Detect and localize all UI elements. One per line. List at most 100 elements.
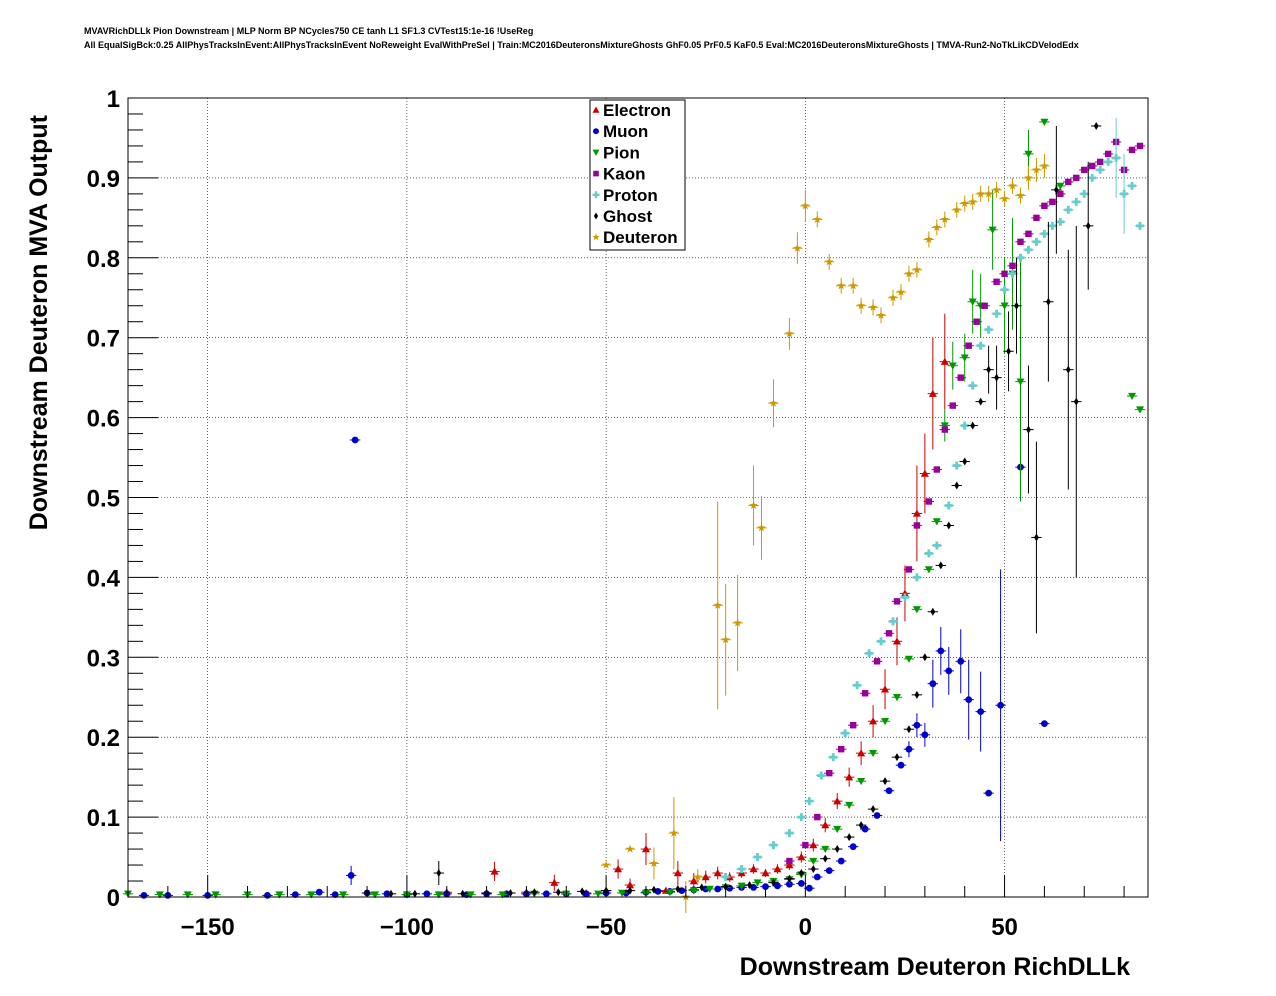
- data-point: [959, 333, 970, 382]
- marker: [787, 874, 792, 883]
- data-point: [1051, 125, 1062, 254]
- marker: [814, 813, 821, 821]
- data-point: [820, 854, 831, 863]
- marker: [849, 722, 857, 729]
- data-point: [1007, 262, 1018, 269]
- marker: [183, 891, 192, 899]
- data-point: [624, 844, 636, 853]
- marker: [912, 606, 921, 614]
- marker: [532, 888, 537, 897]
- data-point: [891, 598, 903, 605]
- marker: [821, 845, 830, 854]
- data-point: [712, 501, 723, 710]
- marker: [1053, 185, 1059, 194]
- marker: [833, 797, 842, 805]
- series-kaon: [784, 138, 1146, 865]
- data-point: [704, 885, 715, 894]
- marker: [542, 890, 550, 898]
- marker: [888, 293, 898, 302]
- data-point: [931, 466, 943, 473]
- marker: [1040, 161, 1049, 170]
- data-point: [871, 812, 883, 819]
- marker: [861, 825, 869, 833]
- data-point: [867, 299, 879, 316]
- data-point: [911, 690, 923, 699]
- marker: [797, 880, 805, 887]
- legend-marker: [592, 233, 600, 241]
- marker: [371, 891, 380, 899]
- marker: [870, 805, 876, 814]
- data-point: [931, 518, 943, 526]
- marker: [331, 891, 339, 899]
- marker: [1000, 302, 1009, 310]
- marker: [1017, 238, 1024, 246]
- marker: [944, 501, 953, 510]
- marker: [508, 889, 513, 898]
- data-point: [541, 890, 552, 898]
- data-point: [290, 891, 301, 899]
- legend: Electron Muon Pion Kaon Proton Ghost Deuteron: [589, 99, 686, 251]
- data-point: [1039, 720, 1050, 728]
- data-point: [664, 889, 676, 897]
- data-point: [752, 879, 763, 887]
- marker: [275, 891, 284, 899]
- series-deuteron: [600, 153, 1050, 913]
- data-point: [975, 397, 986, 406]
- marker: [984, 189, 993, 198]
- marker: [1128, 392, 1137, 401]
- data-point: [505, 889, 516, 898]
- marker: [693, 872, 702, 881]
- data-point: [943, 521, 954, 530]
- y-tick-label: 0.5: [87, 486, 120, 513]
- legend-marker: [592, 149, 600, 156]
- marker: [952, 205, 961, 214]
- marker: [930, 607, 936, 616]
- data-point: [549, 874, 560, 891]
- data-point: [337, 891, 349, 899]
- marker: [968, 298, 977, 306]
- marker: [928, 389, 937, 397]
- marker: [714, 885, 722, 893]
- marker: [1072, 197, 1081, 206]
- data-point: [983, 789, 994, 797]
- marker: [826, 769, 833, 777]
- marker: [856, 301, 866, 310]
- data-point: [883, 787, 895, 795]
- data-point: [804, 797, 815, 806]
- data-point: [887, 617, 899, 626]
- data-point: [911, 465, 923, 562]
- marker: [1001, 270, 1008, 277]
- data-point: [851, 681, 863, 690]
- data-point: [804, 884, 815, 892]
- series-muon: [138, 436, 1050, 899]
- marker: [984, 325, 993, 334]
- data-point: [1007, 177, 1018, 194]
- data-point: [772, 864, 783, 874]
- data-point: [927, 659, 939, 708]
- marker: [761, 869, 770, 877]
- data-point: [911, 713, 923, 738]
- data-point: [824, 867, 835, 875]
- marker: [912, 573, 921, 582]
- marker: [1056, 182, 1065, 190]
- marker: [774, 882, 781, 890]
- marker: [786, 880, 793, 888]
- data-point: [999, 190, 1010, 207]
- data-point: [812, 873, 823, 881]
- marker: [550, 878, 559, 886]
- marker: [848, 281, 858, 290]
- marker: [797, 853, 806, 861]
- marker: [1009, 262, 1016, 269]
- data-point: [1083, 161, 1094, 290]
- marker: [1073, 397, 1079, 406]
- marker: [885, 787, 893, 795]
- marker: [977, 708, 985, 716]
- marker: [858, 821, 864, 830]
- marker: [1136, 221, 1145, 230]
- data-point: [991, 278, 1002, 285]
- marker: [713, 600, 722, 609]
- data-point: [1071, 197, 1082, 206]
- marker: [490, 867, 499, 875]
- data-point: [891, 694, 903, 702]
- y-tick-label: 0.2: [87, 725, 120, 752]
